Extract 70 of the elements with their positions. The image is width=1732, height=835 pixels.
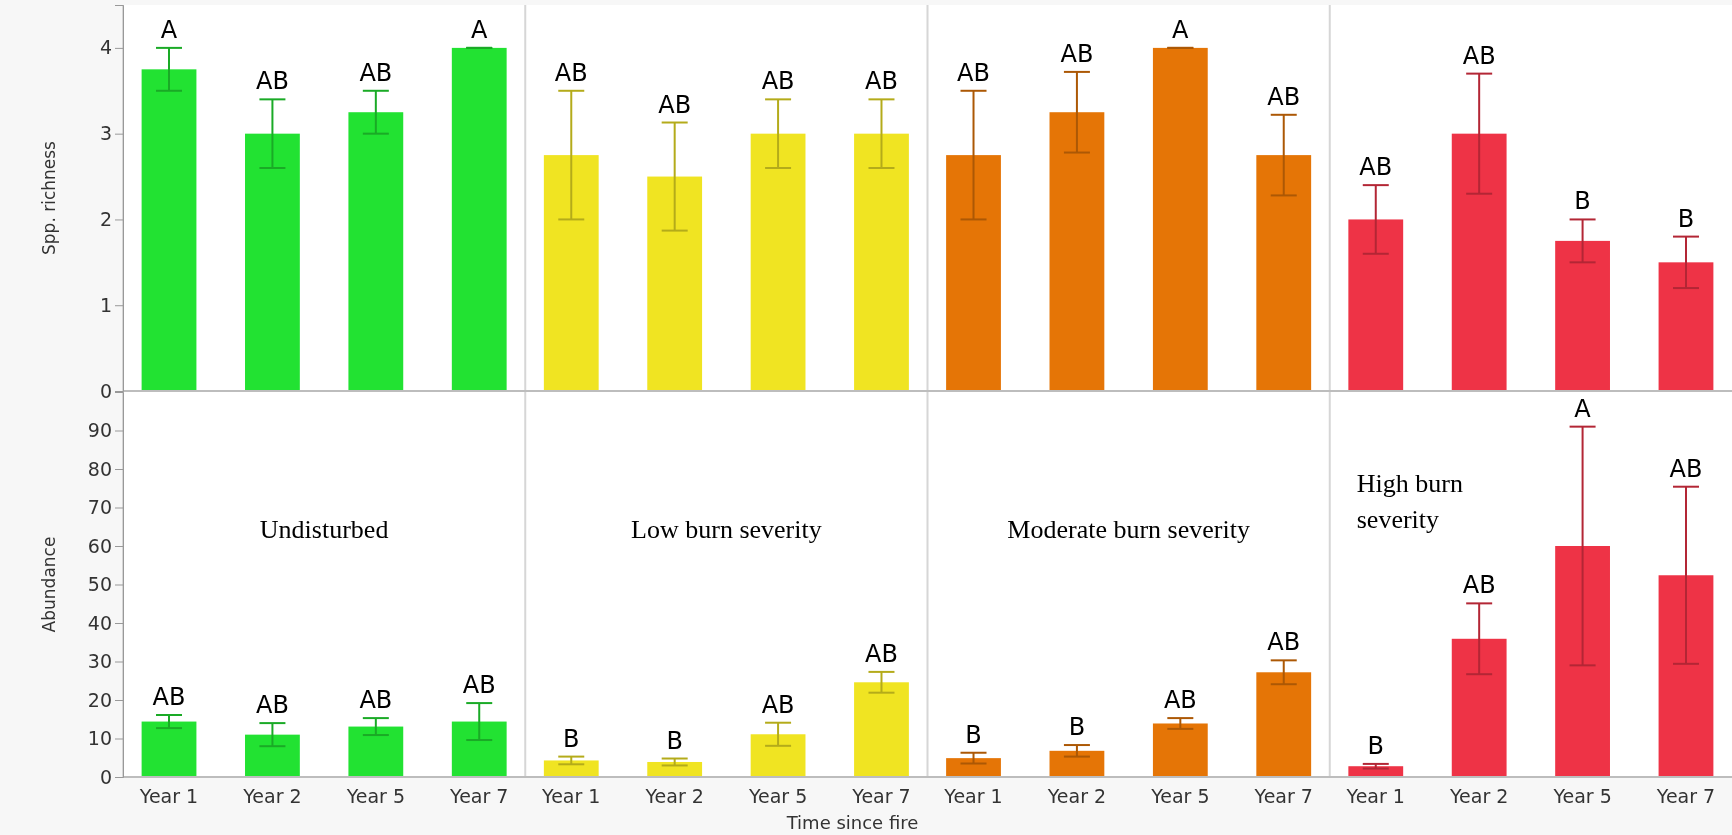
annotation: AB	[462, 671, 496, 700]
x-tick-label: Year 7	[1655, 785, 1716, 807]
x-tick-label: Year 1	[943, 785, 1003, 807]
annotation: B	[563, 724, 580, 753]
y-tick-label: 70	[87, 496, 112, 519]
annotation: AB	[1462, 41, 1496, 70]
annotation: B	[1677, 204, 1695, 233]
annotation: High burn severity	[1356, 469, 1463, 534]
annotation: AB	[1462, 571, 1496, 600]
x-tick-label: Year 7	[449, 785, 509, 807]
annotation: AB	[1163, 686, 1197, 715]
x-tick-label: Year 5	[345, 785, 406, 807]
annotation: AB	[658, 90, 692, 119]
y-tick-label: 20	[87, 688, 112, 711]
annotation: AB	[359, 686, 393, 715]
x-tick-label: Year 2	[1046, 785, 1107, 807]
y-tick-label: 90	[87, 419, 112, 442]
annotation: AB	[554, 58, 588, 87]
annotation: Low burn severity	[631, 515, 822, 545]
x-tick-label: Year 5	[1150, 785, 1210, 807]
x-tick-label: Year 5	[747, 785, 808, 807]
y-tick-label: 1	[99, 293, 112, 316]
annotation: AB	[152, 683, 186, 712]
annotation: B	[1367, 731, 1384, 760]
annotation: AB	[255, 691, 289, 720]
annotation: B	[1574, 187, 1591, 216]
x-tick-label: Year 2	[644, 785, 704, 807]
annotation: B	[1068, 713, 1086, 742]
annotation: A	[1574, 394, 1592, 423]
annotation: AB	[865, 639, 898, 668]
y-tick-label: 4	[99, 36, 112, 59]
annotation: AB	[1267, 82, 1301, 111]
annotation: A	[1172, 15, 1190, 44]
y-tick-label: 40	[87, 611, 112, 634]
x-tick-label: Year 1	[138, 785, 199, 807]
annotation: AB	[761, 67, 795, 96]
x-tick-label: Year 5	[1552, 785, 1612, 807]
y-tick-label: 0	[99, 379, 112, 402]
annotation: A	[160, 15, 178, 44]
annotation: AB	[957, 58, 990, 87]
annotation: AB	[1669, 454, 1703, 483]
y-tick-label: 0	[99, 765, 112, 788]
y-tick-label: 60	[87, 534, 112, 557]
x-tick-label: Year 2	[1448, 785, 1509, 807]
y-tick-label: 2	[99, 208, 112, 231]
y-axis-title: Spp. richness	[39, 140, 59, 255]
x-tick-label: Year 7	[851, 785, 911, 807]
y-tick-label: 50	[87, 573, 112, 596]
annotation: AB	[761, 690, 795, 719]
x-axis-title: Time since fire	[785, 812, 919, 833]
x-tick-label: Year 1	[1345, 785, 1405, 807]
annotation: AB	[1060, 39, 1094, 68]
x-tick-label: Year 1	[541, 785, 601, 807]
y-axis-title: Abundance	[39, 536, 59, 633]
x-tick-label: Year 2	[242, 785, 302, 807]
annotation: B	[965, 720, 982, 749]
x-tick-label: Year 7	[1253, 785, 1313, 807]
y-tick-label: 80	[87, 457, 112, 480]
annotation: A	[471, 15, 489, 44]
annotation: AB	[359, 58, 393, 87]
annotation: Undisturbed	[259, 515, 389, 545]
annotation: AB	[865, 67, 898, 96]
y-tick-label: 10	[87, 727, 112, 750]
annotation: AB	[255, 67, 289, 96]
y-tick-label: 3	[99, 122, 112, 145]
annotation: Moderate burn severity	[1007, 515, 1250, 545]
annotation: AB	[1359, 153, 1393, 182]
annotation: AB	[1267, 628, 1301, 657]
annotation: B	[666, 726, 683, 755]
y-tick-label: 30	[87, 650, 112, 673]
